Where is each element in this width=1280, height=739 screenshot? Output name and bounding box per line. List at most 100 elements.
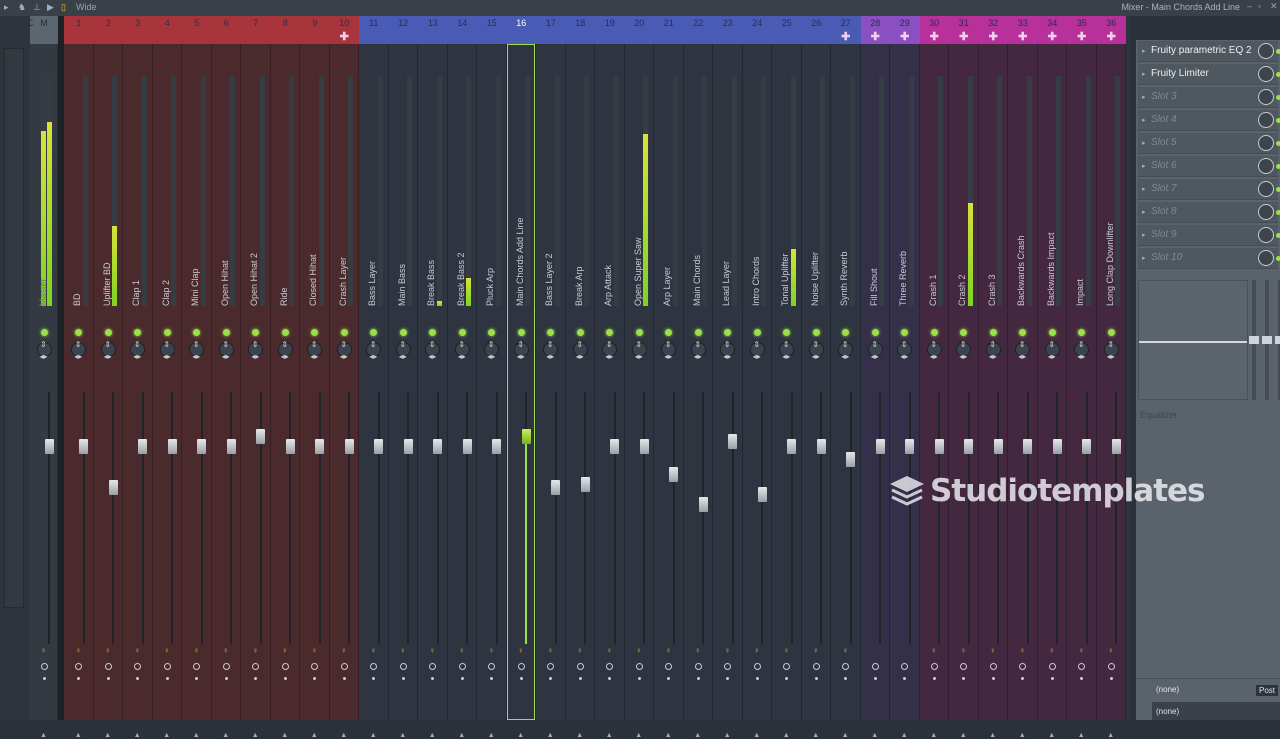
swap-channels-icon[interactable]: ◂▸: [723, 352, 732, 361]
mix-level-knob[interactable]: [1258, 158, 1274, 174]
pan-knob[interactable]: [838, 342, 854, 357]
route-button[interactable]: [340, 663, 348, 670]
expand-arrow-icon[interactable]: ▸: [1142, 255, 1146, 262]
track-name[interactable]: Bass Layer: [367, 260, 377, 306]
route-button[interactable]: [547, 663, 555, 670]
track-name[interactable]: Crash 2: [957, 274, 967, 306]
route-plus-icon[interactable]: ✚: [1106, 31, 1116, 43]
send-icon[interactable]: ♀: [1048, 646, 1055, 655]
insert-header[interactable]: 24: [742, 16, 772, 44]
track-name[interactable]: Synth Reverb: [839, 251, 849, 306]
expand-arrow-icon[interactable]: ▸: [1142, 48, 1146, 55]
swap-channels-icon[interactable]: ◂▸: [693, 352, 702, 361]
insert-strip[interactable]: Backwards Impact ⇕ ◂▸ ♀ ▲: [1037, 44, 1067, 739]
track-name[interactable]: Open Hihat 2: [249, 252, 259, 306]
enable-led[interactable]: [399, 329, 407, 336]
pan-knob[interactable]: [36, 342, 52, 357]
send-icon[interactable]: ♀: [222, 646, 229, 655]
pan-knob[interactable]: [218, 342, 234, 357]
stereo-separation-icon[interactable]: ⇕: [133, 340, 141, 349]
expand-arrow-icon[interactable]: ▸: [1142, 117, 1146, 124]
swap-channels-icon[interactable]: ◂▸: [251, 352, 260, 361]
track-name[interactable]: Bass Layer 2: [544, 253, 554, 306]
insert-strip[interactable]: Main Chords Add Line ⇕ ◂▸ ♀ ▲: [506, 44, 536, 739]
track-name[interactable]: Mini Clap: [190, 268, 200, 306]
arm-arrow-icon[interactable]: ▲: [723, 732, 731, 739]
fx-slot[interactable]: ▸ Slot 10: [1138, 248, 1280, 269]
send-icon[interactable]: ♀: [75, 646, 82, 655]
fx-slot[interactable]: ▸ Slot 7: [1138, 179, 1280, 200]
enable-led[interactable]: [989, 329, 997, 336]
route-plus-icon[interactable]: ✚: [841, 31, 851, 43]
volume-fader[interactable]: [816, 439, 826, 455]
route-button[interactable]: [311, 663, 319, 670]
swap-channels-icon[interactable]: ◂▸: [103, 352, 112, 361]
send-icon[interactable]: ♀: [606, 646, 613, 655]
stereo-separation-icon[interactable]: ⇕: [694, 340, 702, 349]
stereo-separation-icon[interactable]: ⇕: [281, 340, 289, 349]
stereo-separation-icon[interactable]: ⇕: [1048, 340, 1056, 349]
stereo-separation-icon[interactable]: ⇕: [74, 340, 82, 349]
send-icon[interactable]: ♀: [694, 646, 701, 655]
arm-arrow-icon[interactable]: ▲: [517, 732, 525, 739]
insert-strip[interactable]: Noise Uplifter ⇕ ◂▸ ♀ ▲: [801, 44, 831, 739]
fx-slot-name[interactable]: Slot 3: [1151, 91, 1177, 102]
stereo-separation-icon[interactable]: ⇕: [458, 340, 466, 349]
stereo-separation-icon[interactable]: ⇕: [1077, 340, 1085, 349]
stereo-separation-icon[interactable]: ⇕: [192, 340, 200, 349]
volume-fader[interactable]: [433, 439, 443, 455]
pan-knob[interactable]: [720, 342, 736, 357]
track-name[interactable]: Fill Shout: [868, 268, 879, 306]
fx-slot[interactable]: ▸ Slot 6: [1138, 156, 1280, 177]
insert-strip[interactable]: Bass Layer ⇕ ◂▸ ♀ ▲: [359, 44, 389, 739]
insert-strip[interactable]: Long Clap Downlifter ⇕ ◂▸ ♀ ▲: [1096, 44, 1126, 739]
route-button[interactable]: [458, 663, 466, 670]
eq-band-slider[interactable]: [1275, 280, 1280, 400]
volume-fader[interactable]: [108, 479, 118, 495]
stereo-separation-icon[interactable]: ⇕: [487, 340, 495, 349]
track-name[interactable]: Crash 1: [927, 274, 938, 306]
insert-header[interactable]: 31 ✚: [949, 16, 979, 44]
stereo-separation-icon[interactable]: ⇕: [753, 340, 761, 349]
swap-channels-icon[interactable]: ◂▸: [1047, 352, 1056, 361]
pan-knob[interactable]: [897, 342, 913, 357]
insert-header[interactable]: 21: [654, 16, 684, 44]
mix-level-knob[interactable]: [1258, 181, 1274, 197]
route-button[interactable]: [40, 663, 48, 670]
pan-knob[interactable]: [277, 342, 293, 357]
expand-arrow-icon[interactable]: ▸: [1142, 94, 1146, 101]
volume-fader[interactable]: [551, 479, 561, 495]
pan-knob[interactable]: [513, 342, 529, 357]
stereo-separation-icon[interactable]: ⇕: [841, 340, 849, 349]
route-icon[interactable]: ▶: [47, 2, 54, 12]
track-name[interactable]: Three Reverb: [898, 250, 908, 306]
send-icon[interactable]: ♀: [783, 646, 790, 655]
enable-led[interactable]: [517, 329, 525, 336]
insert-strip[interactable]: Mini Clap ⇕ ◂▸ ♀ ▲: [182, 44, 212, 739]
stereo-separation-icon[interactable]: ⇕: [163, 340, 171, 349]
expand-arrow-icon[interactable]: ▸: [1142, 232, 1146, 239]
insert-strip[interactable]: Main Bass ⇕ ◂▸ ♀ ▲: [388, 44, 418, 739]
send-icon[interactable]: ♀: [724, 646, 731, 655]
arm-arrow-icon[interactable]: ▲: [546, 732, 554, 739]
arm-arrow-icon[interactable]: ▲: [605, 732, 613, 739]
stereo-separation-icon[interactable]: ⇕: [1107, 340, 1115, 349]
insert-header[interactable]: 19: [595, 16, 625, 44]
enable-led[interactable]: [547, 329, 555, 336]
master-strip[interactable]: Master ⇕ ◂▸ ♀ ▲: [30, 44, 58, 739]
insert-header[interactable]: 23: [713, 16, 743, 44]
volume-fader[interactable]: [138, 439, 148, 455]
track-name[interactable]: Arp Attack: [603, 264, 613, 306]
volume-fader[interactable]: [1052, 439, 1062, 455]
pan-knob[interactable]: [1103, 342, 1119, 357]
arm-arrow-icon[interactable]: ▲: [812, 732, 820, 739]
volume-fader[interactable]: [44, 439, 54, 455]
insert-header[interactable]: 12: [388, 16, 418, 44]
send-icon[interactable]: ♀: [399, 646, 406, 655]
track-name[interactable]: Crash 3: [986, 274, 997, 306]
fx-slot-name[interactable]: Slot 7: [1151, 183, 1177, 194]
fx-slot[interactable]: ▸ Slot 3: [1138, 87, 1280, 108]
send-icon[interactable]: ♀: [488, 646, 495, 655]
insert-strip[interactable]: Arp Layer ⇕ ◂▸ ♀ ▲: [654, 44, 684, 739]
input-select[interactable]: (none): [1156, 685, 1180, 694]
